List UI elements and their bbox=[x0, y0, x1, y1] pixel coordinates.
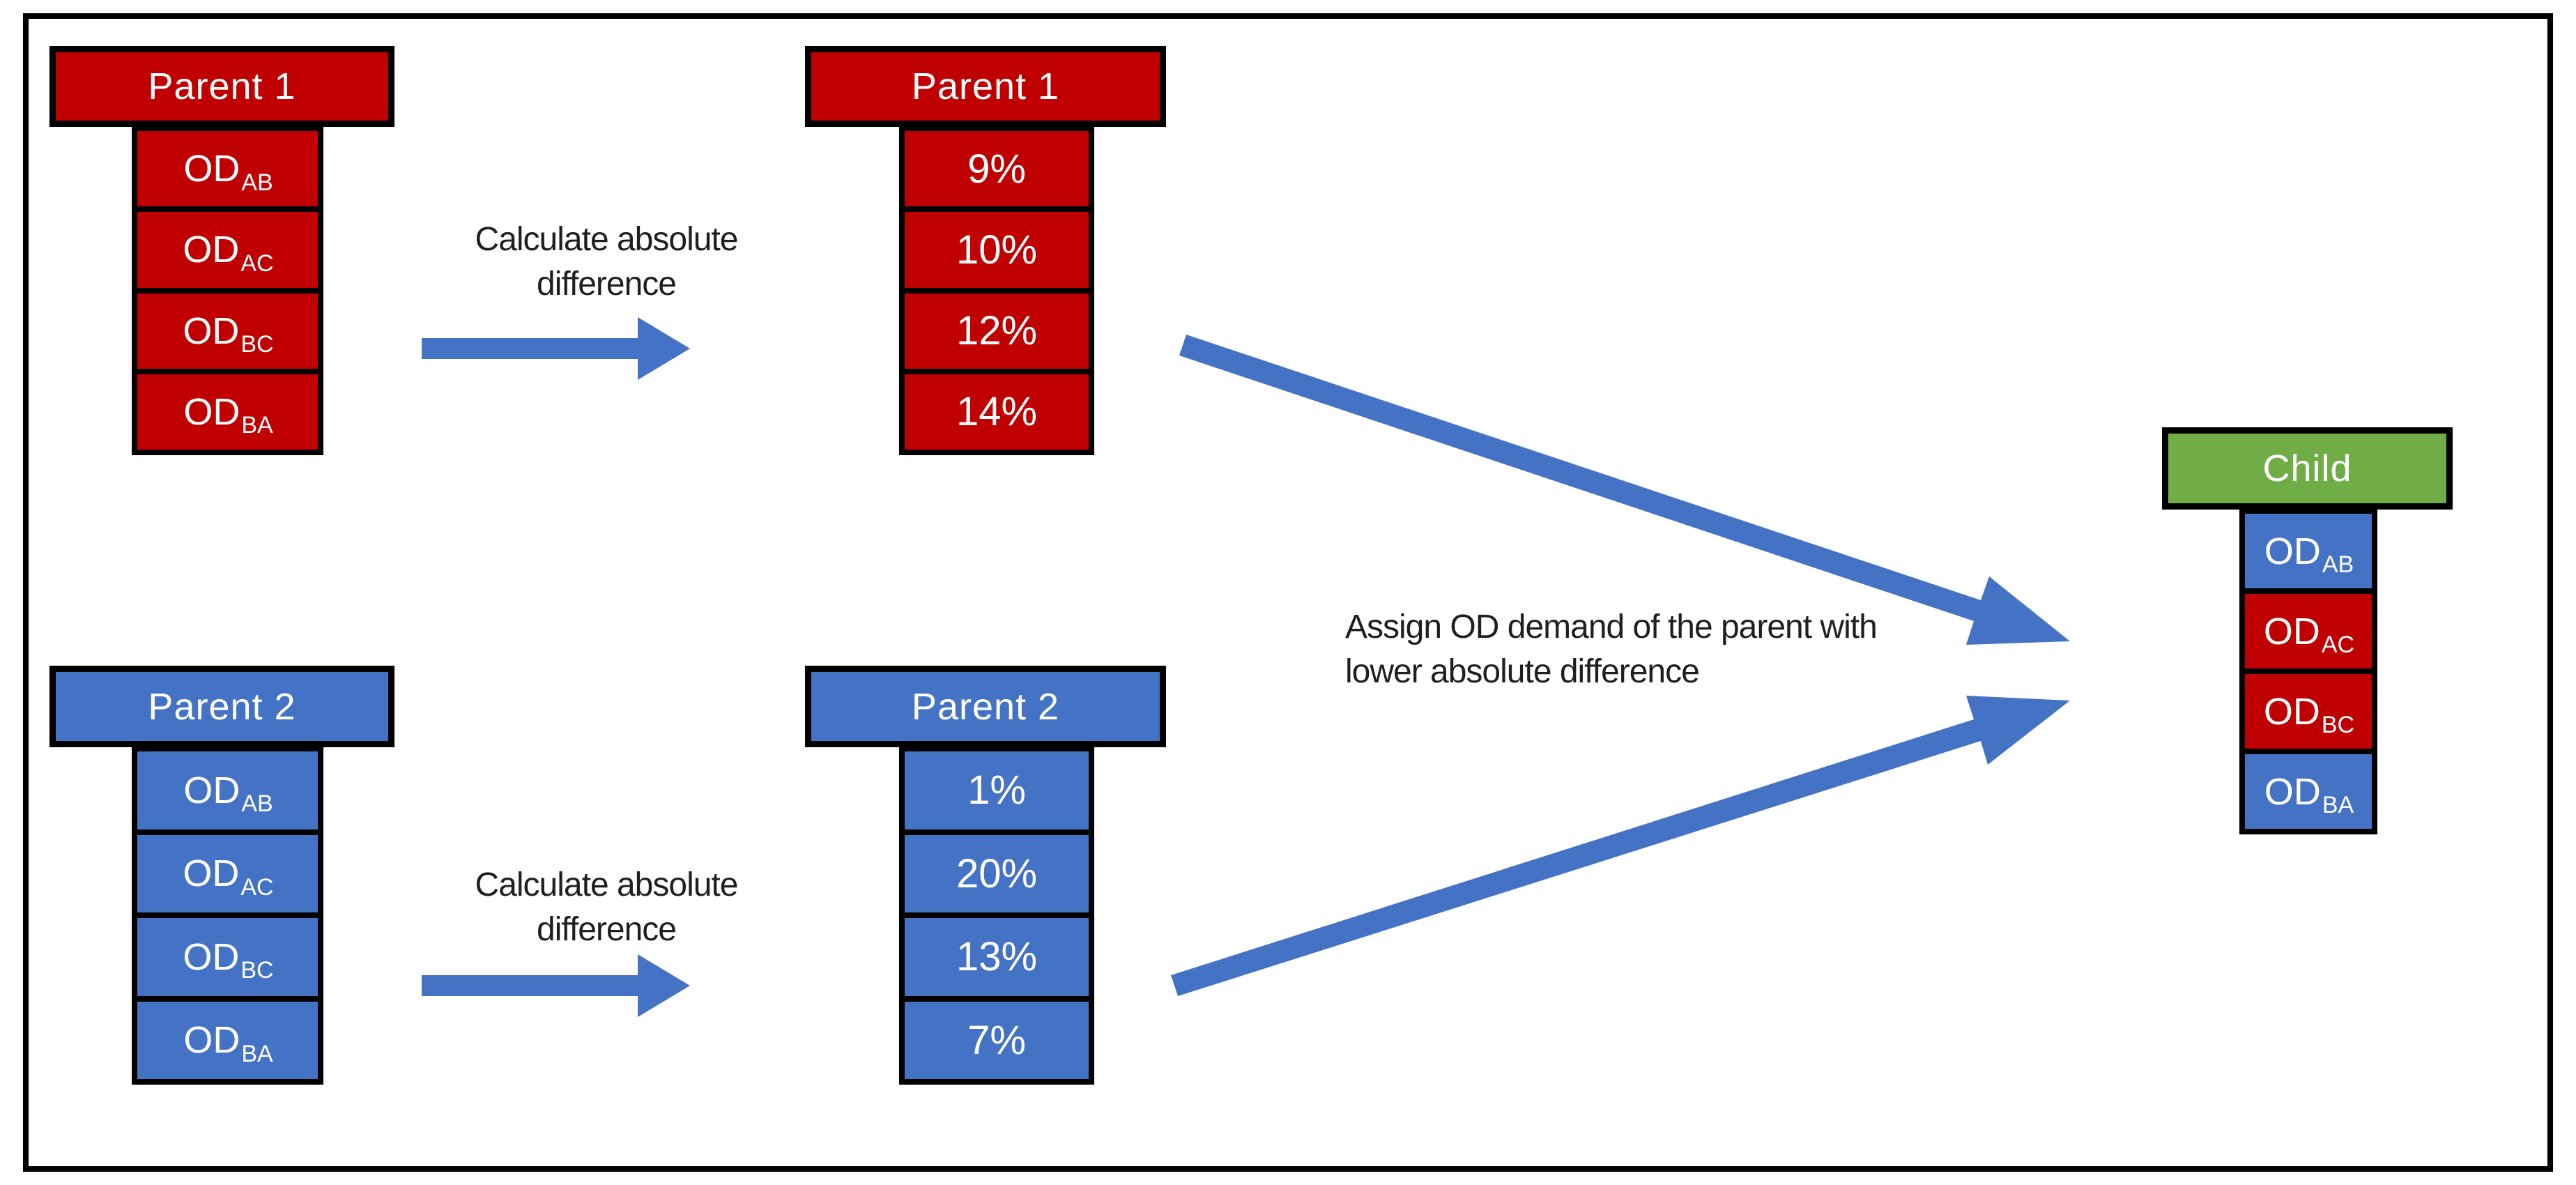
od-label: OD bbox=[2263, 610, 2320, 652]
parent2-diff-cell-2: 13% bbox=[899, 912, 1094, 1002]
od-subscript: AC bbox=[240, 873, 274, 901]
parent2-diff-cell-1: 20% bbox=[899, 829, 1094, 918]
od-subscript: BC bbox=[240, 331, 274, 358]
od-subscript: BC bbox=[2321, 712, 2355, 738]
diff-value: 14% bbox=[956, 389, 1038, 435]
parent2-title: Parent 2 bbox=[148, 685, 296, 728]
parent1-title: Parent 1 bbox=[148, 66, 296, 107]
parent1-diff-cells: 9% 10% 12% 14% bbox=[899, 125, 1094, 455]
od-subscript: AC bbox=[240, 250, 274, 277]
calc-difference-label-top: Calculate absolute difference bbox=[475, 221, 739, 303]
parent2-diff-header: Parent 2 bbox=[805, 666, 1166, 747]
parent2-diff-title: Parent 2 bbox=[911, 685, 1060, 728]
diff-value: 12% bbox=[956, 308, 1038, 354]
parent1-diff-header: Parent 1 bbox=[805, 46, 1166, 127]
outer-frame bbox=[23, 13, 2553, 1172]
parent1-diff-cell-2: 12% bbox=[899, 287, 1094, 374]
child-title: Child bbox=[2262, 448, 2352, 489]
parent2-diff-cell-3: 7% bbox=[899, 995, 1094, 1085]
child-cell-od-ab: OD AB bbox=[2239, 508, 2377, 594]
parent2-diff-cells: 1% 20% 13% 7% bbox=[899, 746, 1094, 1085]
child-cell-od-bc: OD BC bbox=[2239, 668, 2377, 754]
child-header: Child bbox=[2162, 427, 2453, 510]
diff-value: 1% bbox=[967, 767, 1026, 813]
od-label: OD bbox=[183, 769, 240, 811]
child-cells: OD AB OD AC OD BC OD BA bbox=[2239, 508, 2377, 834]
parent2-cell-od-ac: OD AC bbox=[132, 829, 323, 918]
child-cell-od-ba: OD BA bbox=[2239, 749, 2377, 834]
parent1-diff-title: Parent 1 bbox=[911, 66, 1060, 107]
diff-value: 7% bbox=[967, 1017, 1026, 1063]
od-label: OD bbox=[183, 309, 240, 352]
parent1-cell-od-ab: OD AB bbox=[132, 125, 323, 213]
od-subscript: BA bbox=[241, 412, 273, 439]
od-label: OD bbox=[183, 229, 240, 271]
od-subscript: BA bbox=[241, 1040, 273, 1067]
od-label: OD bbox=[2264, 530, 2321, 572]
parent1-diff-cell-1: 10% bbox=[899, 206, 1094, 293]
od-label: OD bbox=[2264, 770, 2321, 813]
od-subscript: BC bbox=[240, 957, 274, 984]
od-label: OD bbox=[183, 148, 240, 190]
parent2-cell-od-ba: OD BA bbox=[132, 995, 323, 1085]
parent1-header: Parent 1 bbox=[49, 46, 394, 127]
diff-value: 20% bbox=[956, 850, 1038, 896]
parent2-header: Parent 2 bbox=[49, 666, 394, 747]
od-subscript: AB bbox=[241, 790, 273, 818]
od-label: OD bbox=[2263, 690, 2320, 733]
od-subscript: AB bbox=[241, 169, 273, 196]
assign-demand-label: Assign OD demand of the parent with lowe… bbox=[1345, 609, 1878, 690]
od-label: OD bbox=[183, 1019, 240, 1062]
parent1-cell-od-bc: OD BC bbox=[132, 287, 323, 374]
parent2-cell-od-bc: OD BC bbox=[132, 912, 323, 1002]
diff-value: 10% bbox=[956, 227, 1038, 273]
od-subscript: AC bbox=[2321, 632, 2355, 658]
parent1-cell-od-ba: OD BA bbox=[132, 368, 323, 455]
od-label: OD bbox=[183, 390, 240, 433]
parent1-diff-cell-3: 14% bbox=[899, 368, 1094, 455]
parent2-diff-cell-0: 1% bbox=[899, 746, 1094, 835]
calc-difference-label-bottom: Calculate absolute difference bbox=[475, 866, 739, 948]
od-label: OD bbox=[183, 853, 240, 895]
parent1-cells: OD AB OD AC OD BC OD BA bbox=[132, 125, 323, 455]
diff-value: 13% bbox=[956, 934, 1038, 980]
od-subscript: AB bbox=[2322, 551, 2354, 578]
od-label: OD bbox=[183, 935, 240, 978]
od-subscript: BA bbox=[2322, 792, 2354, 818]
parent2-cells: OD AB OD AC OD BC OD BA bbox=[132, 746, 323, 1085]
child-cell-od-ac: OD AC bbox=[2239, 588, 2377, 674]
diff-value: 9% bbox=[967, 146, 1026, 192]
parent1-cell-od-ac: OD AC bbox=[132, 206, 323, 293]
parent2-cell-od-ab: OD AB bbox=[132, 746, 323, 835]
parent1-diff-cell-0: 9% bbox=[899, 125, 1094, 213]
